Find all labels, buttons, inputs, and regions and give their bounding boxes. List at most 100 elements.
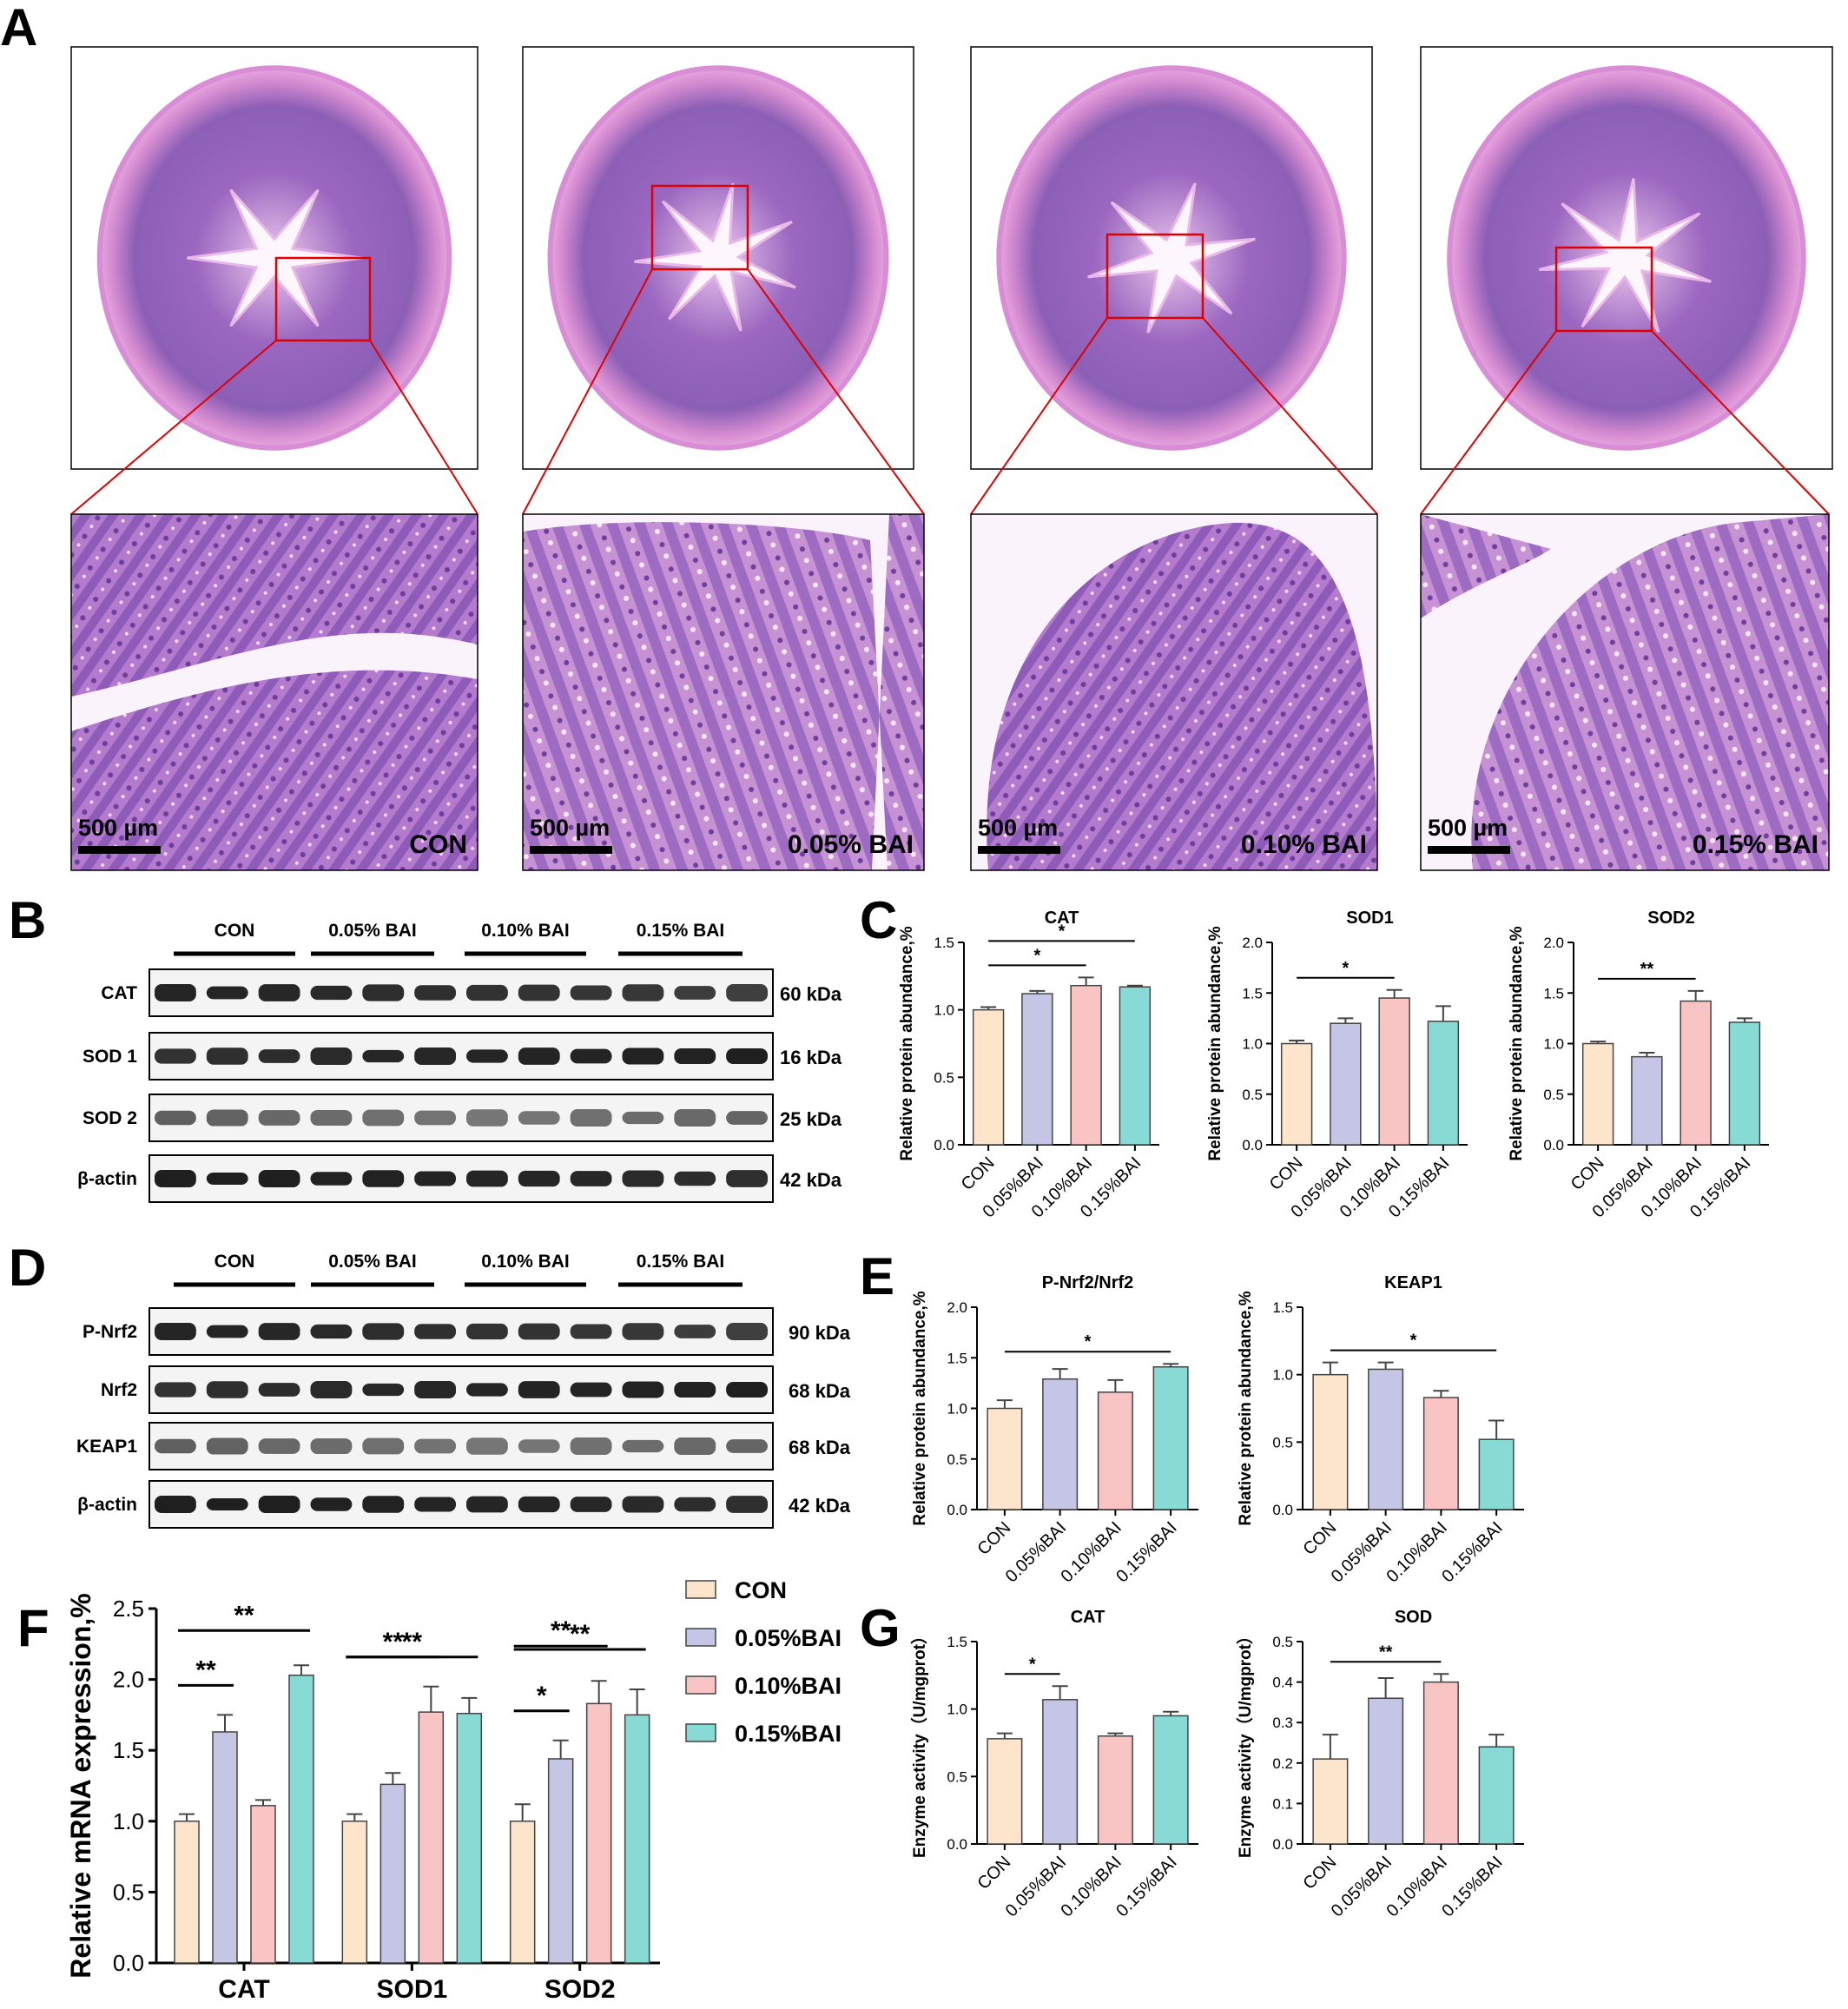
blot-band [206,986,248,1000]
blot-band [414,1438,456,1454]
blot-band [155,1170,196,1187]
blot-band [726,1382,768,1398]
bar [987,1738,1023,1845]
bar [1021,993,1053,1146]
y-tick-label: 0.5 [1272,1634,1293,1650]
blot-band [362,1049,405,1063]
blot-band [518,1381,560,1398]
bar-chart: 0.0 0.1 0.2 0.3 0.4 0.5 SOD Enzyme activity（U/m… [1235,1608,1524,1920]
zoom-line [1420,330,1557,515]
blot-band [206,1109,248,1127]
significance-marker: ** [1640,960,1654,979]
blot-band [726,1496,768,1513]
bar [1097,1735,1133,1845]
scale-bar-label: 500 µm [978,815,1058,841]
y-tick-label: 1.0 [1242,1036,1263,1053]
blot-protein-label: SOD 2 [82,1108,137,1128]
y-tick-label: 0.0 [934,1137,954,1153]
blot-protein-label: CAT [101,983,137,1003]
bar [1422,1397,1459,1510]
x-tick-label: CON [974,1518,1014,1559]
y-tick-label: 2.0 [947,1299,967,1316]
blot-kda-label: 68 kDa [789,1437,851,1458]
blot-kda-label: 60 kDa [780,983,842,1005]
blot-protein-label: β-actin [77,1169,137,1189]
chart-title: KEAP1 [1384,1273,1442,1292]
zoom-line [70,340,277,515]
blot-strip [148,1094,774,1142]
panel-label-a: A [0,0,37,56]
significance-marker: ** [570,1620,591,1649]
roi-box [274,256,372,342]
y-axis-label: Enzyme activity（U/mgprot） [1235,1628,1255,1858]
blot-band [362,1383,405,1397]
blot-band [466,1383,508,1397]
y-tick-label: 2.0 [1543,935,1564,951]
x-tick-label: 0.15%BAI [1112,1518,1180,1586]
bar-chart: 0.0 0.5 1.0 1.5 CAT Enzyme activity（U/mgprot）… [909,1608,1198,1920]
blot-strip [148,968,774,1017]
blot-band [674,1171,716,1186]
y-tick-label: 1.5 [934,935,954,951]
x-tick-label: 0.15%BAI [1112,1853,1180,1920]
bar [1280,1042,1313,1146]
histology-detail-frame [522,513,925,871]
blot-band [258,1496,300,1513]
blot-band [622,1381,664,1398]
blot-band [466,1109,508,1127]
blot-kda-label: 90 kDa [789,1322,851,1344]
blot-band [362,1170,405,1187]
y-tick-label: 0.4 [1272,1675,1293,1691]
bar [1368,1368,1404,1510]
blot-band [258,1438,300,1454]
chart-title: SOD [1395,1608,1432,1627]
significance-marker: * [1410,1332,1417,1351]
significance-marker: * [1059,922,1066,941]
blot-band [570,1497,612,1512]
legend-label: 0.15%BAI [735,1721,842,1747]
blot-band [155,1438,196,1454]
bar [418,1711,445,1964]
blot-kda-label: 68 kDa [789,1380,851,1402]
y-tick-label: 0.5 [1272,1434,1293,1451]
blot-group-label: CON [214,1252,255,1272]
blot-band [310,1047,353,1065]
bar [288,1674,314,1964]
blot-band [518,1439,560,1453]
significance-marker: * [1033,946,1040,965]
bar [1042,1378,1079,1510]
bar [250,1805,276,1964]
blot-band [622,1496,664,1513]
y-tick-label: 1.0 [113,1808,144,1834]
blot-band [362,1323,405,1340]
western-blot-d: CON 0.05% BAI 0.10% BAI 0.15% BAI P-Nrf2 90 k… [76,1252,851,1529]
blot-strip [148,1154,774,1203]
chart-title: SOD1 [1346,909,1393,928]
legend-label: 0.05%BAI [735,1625,842,1651]
x-tick-label: CAT [218,1975,269,2004]
legend-swatch [685,1723,716,1742]
blot-band [155,984,196,1001]
scale-bar [978,846,1060,854]
blot-band [466,1437,508,1455]
y-tick-label: 1.0 [1272,1367,1293,1384]
blot-band [310,1497,353,1511]
y-tick-label: 0.0 [1272,1836,1293,1853]
chart-title: CAT [1045,909,1079,928]
blot-band [622,1111,664,1125]
group-label: 0.05% BAI [788,830,914,859]
blot-band [362,1437,405,1455]
group-label: 0.10% BAI [1241,830,1367,859]
y-tick-label: 0.0 [1242,1137,1263,1153]
blot-band [674,1497,716,1512]
blot-band [466,1323,508,1340]
y-tick-label: 1.0 [947,1702,967,1718]
significance-marker: * [537,1682,547,1710]
y-axis-label: Relative protein abundance,% [1508,926,1526,1160]
bar [1680,1000,1712,1146]
scale-bar [78,846,161,854]
intestinal-lumen [1538,178,1712,334]
bar-chart: 0.0 0.5 1.0 1.5 2.0 SOD2 Relative protein abun… [1508,909,1769,1221]
blot-band [310,1381,353,1398]
